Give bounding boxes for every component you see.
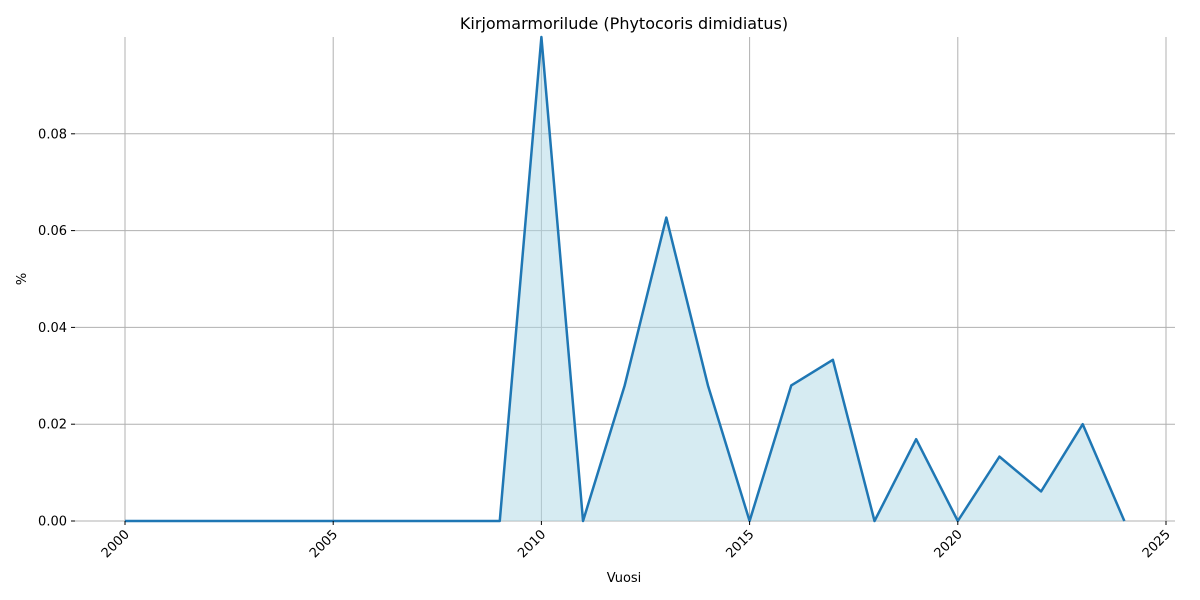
y-tick-label: 0.02 <box>38 418 67 433</box>
area-fill <box>125 37 1125 521</box>
x-tick-label: 2010 <box>515 527 549 561</box>
y-tick-label: 0.08 <box>38 127 67 142</box>
x-tick-label: 2000 <box>99 527 133 561</box>
x-tick-label: 2015 <box>723 527 757 561</box>
plot-area <box>124 35 1126 523</box>
y-axis: 0.00 0.02 0.04 0.06 0.08 <box>38 127 75 530</box>
x-axis: 2000 2005 2010 2015 2020 2025 <box>99 521 1174 561</box>
y-axis-label: % <box>15 273 30 285</box>
chart-title: Kirjomarmorilude (Phytocoris dimidiatus) <box>460 14 788 33</box>
x-axis-label: Vuosi <box>607 571 642 586</box>
x-tick-label: 2005 <box>307 527 341 561</box>
x-tick-label: 2025 <box>1140 527 1174 561</box>
y-tick-label: 0.04 <box>38 321 67 336</box>
y-tick-label: 0.06 <box>38 224 67 239</box>
y-tick-label: 0.00 <box>38 515 67 530</box>
x-tick-label: 2020 <box>932 527 966 561</box>
